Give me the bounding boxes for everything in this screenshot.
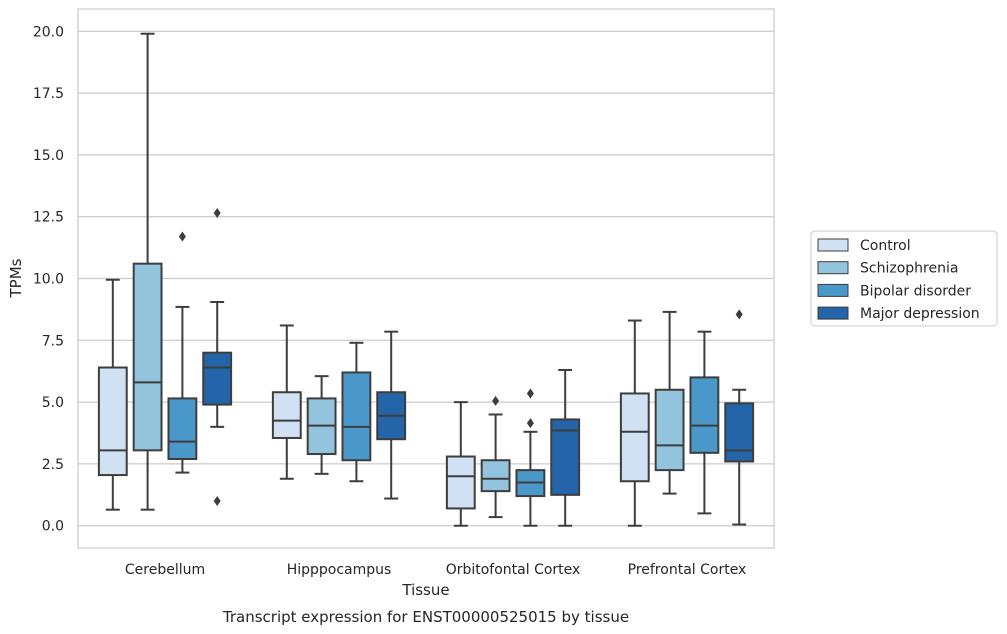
outlier-point [492,395,500,406]
box-group [167,231,198,474]
box-group [132,32,163,511]
box-group [341,341,372,483]
legend-swatch [817,238,849,252]
x-tick-label: Hipppocampus [287,562,392,578]
legend-label: Bipolar disorder [860,283,971,299]
box-group [202,207,233,507]
interquartile-box [341,371,372,462]
box-group [689,330,720,515]
box-group [724,309,755,526]
box-group [550,368,581,527]
outlier-point [213,496,221,507]
outlier-point [526,388,534,399]
box-group [654,310,685,495]
y-tick-label: 12.5 [33,210,64,226]
box-group [619,319,650,527]
x-tick-label: Prefrontal Cortex [628,562,747,578]
box-group [271,324,302,480]
legend-label: Schizophrenia [860,261,958,277]
legend-label: Major depression [860,306,980,322]
outlier-point [213,207,221,218]
legend-swatch [817,306,849,320]
y-tick-labels: 0.0 2.5 5.0 7.5 10.0 12.5 15.0 17.5 20.0 [33,24,64,534]
y-tick-label: 0.0 [42,519,64,535]
x-tick-label: Orbitofontal Cortex [446,562,581,578]
y-tick-label: 15.0 [33,148,64,164]
box-plot-marks [97,32,755,527]
interquartile-box [445,455,476,510]
legend-frame [810,230,998,327]
box-group [515,388,546,527]
box-group [480,395,511,519]
interquartile-box [202,351,233,406]
x-tick-labels: Cerebellum Hipppocampus Orbitofontal Corte… [125,562,746,578]
chart-caption: Transcript expression for ENST0000052501… [222,608,629,626]
y-tick-label: 10.0 [33,272,64,288]
outlier-point [526,418,534,429]
y-tick-label: 20.0 [33,24,64,40]
interquartile-box [97,366,128,477]
interquartile-box [550,418,581,496]
x-tick-label: Cerebellum [125,562,205,578]
legend-label: Control [860,238,911,254]
y-tick-label: 7.5 [42,333,64,349]
box-group [376,330,407,500]
box-group [445,401,476,527]
interquartile-box [654,388,685,472]
box-group [97,278,128,511]
interquartile-box [619,392,650,483]
y-axis-label: TPMs [7,258,25,298]
y-tick-label: 5.0 [42,395,64,411]
y-tick-label: 17.5 [33,86,64,102]
interquartile-box [132,262,163,452]
interquartile-box [724,402,755,463]
y-tick-label: 2.5 [42,457,64,473]
legend: Control Schizophrenia Bipolar disorder Majo… [810,230,998,327]
interquartile-box [480,459,511,493]
legend-swatch [817,261,849,275]
interquartile-box [271,391,302,439]
interquartile-box [689,376,720,454]
box-group [306,375,337,475]
legend-swatch [817,283,849,297]
outlier-point [735,309,743,320]
outlier-point [178,231,186,242]
x-axis-label: Tissue [401,581,449,599]
plot-area-frame [77,8,775,549]
interquartile-box [167,397,198,460]
